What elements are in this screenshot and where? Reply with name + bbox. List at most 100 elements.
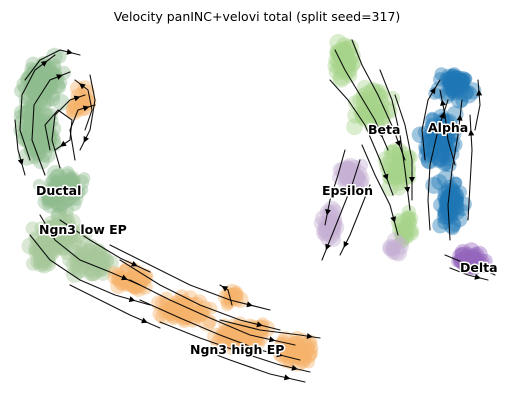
- cell-point: [318, 222, 336, 239]
- cell-point: [36, 133, 51, 147]
- cell-point: [43, 220, 60, 237]
- cell-point: [27, 111, 43, 127]
- cell-point: [26, 256, 41, 271]
- cell-point: [49, 188, 66, 204]
- cell-point: [85, 254, 100, 268]
- cell-point: [94, 264, 111, 281]
- cell-point: [71, 262, 87, 279]
- cell-point: [62, 222, 76, 237]
- cell-point: [53, 224, 71, 243]
- cell-point: [430, 81, 449, 99]
- cell-point: [127, 266, 144, 283]
- cell-point: [35, 73, 49, 87]
- velocity-arrowhead: [382, 173, 389, 181]
- cell-point: [384, 90, 401, 107]
- cell-point: [68, 101, 84, 116]
- cell-point: [283, 354, 299, 370]
- cell-point: [177, 303, 193, 319]
- cell-point: [40, 186, 58, 203]
- cell-point: [420, 130, 438, 147]
- label-epsilon: Epsilon: [322, 183, 373, 198]
- cell-point: [446, 73, 460, 87]
- cell-point: [443, 78, 457, 92]
- cell-point: [339, 40, 357, 59]
- cell-point: [339, 171, 354, 187]
- cell-point: [28, 110, 44, 126]
- cell-point: [470, 251, 484, 265]
- cell-point: [374, 103, 390, 119]
- cell-point: [22, 67, 40, 85]
- cell-points: [13, 33, 493, 372]
- cell-point: [394, 152, 412, 170]
- velocity-arrowhead: [60, 140, 67, 147]
- cell-point: [26, 129, 44, 146]
- cell-point: [444, 72, 461, 88]
- cell-point: [338, 46, 355, 63]
- cell-point: [69, 262, 83, 276]
- cell-point: [50, 174, 68, 192]
- cell-point: [438, 193, 454, 209]
- cell-point: [448, 74, 462, 88]
- cell-point: [362, 89, 377, 105]
- cell-point: [222, 292, 236, 306]
- cell-point: [361, 104, 379, 121]
- cell-point: [438, 88, 455, 105]
- cell-point: [230, 285, 243, 299]
- cell-point: [478, 253, 493, 268]
- cell-point: [50, 207, 67, 224]
- cell-point: [48, 185, 64, 201]
- cell-point: [427, 134, 442, 149]
- cell-point: [56, 220, 73, 237]
- cell-point: [434, 139, 448, 153]
- cell-point: [292, 344, 311, 363]
- cell-point: [52, 188, 65, 202]
- cell-point: [60, 219, 77, 237]
- cell-point: [387, 168, 405, 186]
- cell-point: [96, 251, 110, 265]
- cell-point: [84, 263, 102, 281]
- cell-point: [92, 261, 109, 278]
- cell-point: [291, 351, 305, 365]
- cell-point: [395, 154, 412, 171]
- cell-point: [43, 183, 57, 197]
- cell-point: [117, 272, 135, 290]
- cell-point: [53, 181, 71, 198]
- cell-point: [396, 226, 410, 240]
- cell-point: [457, 71, 472, 87]
- cell-point: [455, 72, 468, 86]
- cell-point: [90, 252, 109, 270]
- cell-point: [55, 198, 68, 212]
- cell-point: [369, 89, 383, 103]
- cell-point: [33, 125, 49, 140]
- cell-point: [434, 67, 449, 81]
- cell-point: [327, 218, 345, 236]
- cell-point: [354, 158, 369, 172]
- cell-point: [16, 76, 33, 93]
- cell-point: [451, 254, 464, 268]
- cell-point: [446, 67, 462, 83]
- cell-point: [403, 223, 418, 238]
- cell-point: [81, 243, 99, 261]
- cell-point: [442, 215, 461, 234]
- cell-point: [386, 143, 403, 160]
- cell-point: [241, 330, 259, 348]
- cell-point: [458, 248, 475, 266]
- cell-point: [372, 97, 386, 111]
- cell-point: [460, 72, 473, 86]
- cell-point: [37, 193, 55, 211]
- cell-point: [382, 168, 400, 185]
- cell-point: [56, 182, 70, 197]
- cell-point: [87, 247, 105, 264]
- cell-point: [166, 304, 182, 320]
- velocity-streamline: [334, 49, 389, 151]
- cell-point: [40, 226, 56, 242]
- cell-point: [42, 255, 56, 269]
- cell-point: [59, 182, 75, 199]
- cell-point: [397, 232, 411, 246]
- cell-point: [336, 41, 352, 57]
- cell-point: [61, 226, 76, 241]
- cell-point: [447, 80, 463, 96]
- cell-point: [341, 61, 358, 79]
- cell-point: [35, 106, 53, 124]
- cell-point: [445, 192, 464, 211]
